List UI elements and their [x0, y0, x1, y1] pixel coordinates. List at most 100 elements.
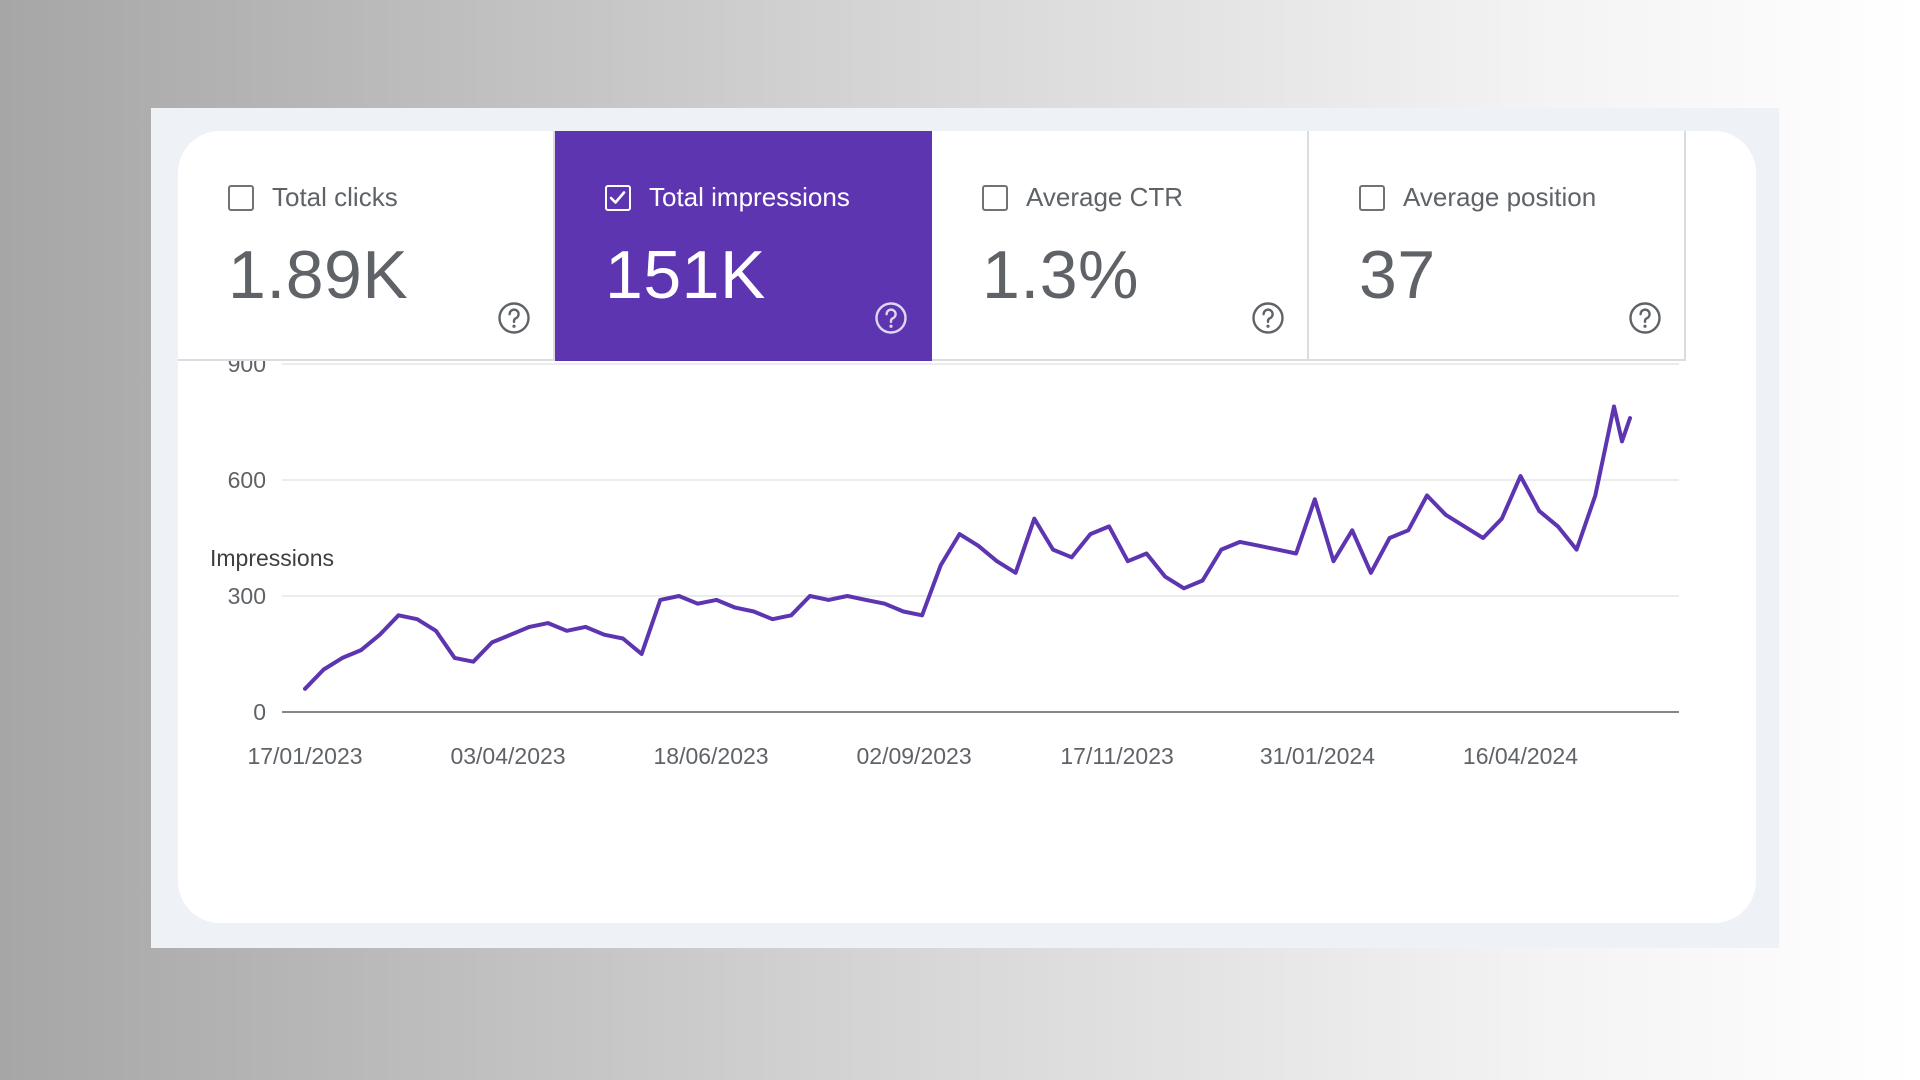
data-point — [340, 656, 345, 660]
data-point — [938, 563, 943, 567]
data-point — [1275, 547, 1280, 552]
x-tick-label: 17/01/2023 — [247, 743, 362, 769]
data-point — [396, 613, 401, 618]
metric-average-ctr[interactable]: Average CTR 1.3% — [932, 131, 1309, 361]
data-point — [1425, 493, 1429, 498]
checkbox-icon[interactable] — [1359, 185, 1385, 211]
data-point — [826, 598, 831, 602]
metric-label: Average CTR — [1026, 182, 1184, 212]
data-point — [1256, 543, 1261, 548]
data-point — [415, 617, 419, 621]
data-point — [1312, 497, 1317, 502]
data-point — [1612, 404, 1616, 409]
help-circle-icon[interactable] — [1251, 301, 1285, 335]
data-point — [808, 594, 812, 598]
line-chart-svg: 0 300 600 900 17/01/2023 03/04/2023 18/06/202… — [210, 361, 1679, 769]
data-point — [1088, 532, 1093, 536]
metric-total-clicks[interactable]: Total clicks 1.89K — [178, 131, 555, 361]
x-tick-label: 02/09/2023 — [857, 743, 972, 769]
data-point — [1406, 528, 1411, 533]
metric-label: Total clicks — [272, 182, 398, 212]
data-point — [1200, 578, 1205, 583]
data-point — [789, 613, 793, 618]
data-point — [751, 609, 756, 614]
data-point — [546, 621, 550, 625]
metric-total-impressions[interactable]: Total impressions 151K — [555, 131, 932, 361]
x-tick-label: 18/06/2023 — [653, 743, 768, 769]
metric-label: Total impressions — [649, 182, 850, 212]
data-points — [303, 404, 1632, 691]
data-point — [639, 652, 644, 656]
help-circle-icon[interactable] — [874, 301, 908, 335]
data-point — [602, 632, 606, 637]
data-point — [621, 636, 625, 641]
data-point — [1350, 528, 1354, 533]
data-point — [695, 601, 700, 606]
data-point — [1069, 555, 1074, 560]
y-tick-label: 300 — [228, 583, 266, 609]
data-point — [1537, 509, 1541, 513]
metric-value: 37 — [1359, 237, 1436, 313]
data-point — [1163, 574, 1167, 579]
data-point — [920, 613, 924, 618]
data-point — [1125, 559, 1130, 563]
data-point — [1481, 536, 1485, 540]
data-point — [882, 601, 887, 606]
data-point — [377, 632, 382, 637]
metric-label: Average position — [1403, 182, 1597, 212]
data-point — [733, 605, 737, 610]
help-circle-icon[interactable] — [1628, 301, 1662, 335]
data-point — [1628, 416, 1632, 420]
metric-value: 1.3% — [982, 237, 1139, 313]
data-point — [770, 617, 775, 621]
check-icon — [609, 191, 626, 204]
data-point — [508, 632, 513, 637]
data-point — [1499, 516, 1504, 521]
data-point — [564, 629, 569, 633]
series-line-impressions — [303, 404, 1632, 691]
gridlines — [282, 363, 1679, 597]
checkbox-icon[interactable] — [605, 185, 631, 211]
metric-average-position[interactable]: Average position 37 — [1309, 131, 1686, 361]
data-point — [1144, 551, 1149, 556]
x-tick-label: 03/04/2023 — [450, 743, 565, 769]
data-point — [452, 656, 457, 660]
data-point — [1556, 524, 1560, 529]
data-point — [321, 667, 326, 672]
x-tick-label: 17/11/2023 — [1060, 743, 1173, 769]
y-axis-title: Impressions — [210, 545, 334, 571]
data-point — [901, 609, 906, 614]
x-tick-label: 31/01/2024 — [1260, 743, 1375, 769]
checkbox-icon[interactable] — [228, 185, 254, 211]
data-point — [1238, 540, 1242, 544]
checkbox-icon[interactable] — [982, 185, 1008, 211]
data-point — [1387, 536, 1392, 540]
y-tick-label: 900 — [228, 361, 266, 377]
data-point — [864, 598, 868, 602]
performance-card: Total clicks 1.89K Total impressions 151… — [178, 131, 1756, 923]
data-point — [1051, 547, 1055, 552]
data-point — [957, 532, 962, 536]
data-point — [359, 648, 363, 652]
y-tick-labels: 0 300 600 900 — [228, 361, 266, 725]
data-point — [1219, 547, 1224, 552]
metric-value: 1.89K — [228, 237, 409, 313]
impressions-chart: 0 300 600 900 17/01/2023 03/04/2023 18/06/202… — [178, 361, 1756, 923]
screenshot-frame: Total clicks 1.89K Total impressions 151… — [151, 108, 1779, 948]
data-point — [1593, 493, 1598, 498]
data-point — [1013, 571, 1018, 575]
data-point — [1518, 474, 1523, 478]
data-point — [583, 625, 588, 629]
help-circle-icon[interactable] — [497, 301, 531, 335]
x-tick-labels: 17/01/2023 03/04/2023 18/06/2023 02/09/2023… — [247, 743, 1578, 769]
data-point — [434, 629, 438, 633]
data-point — [1574, 547, 1579, 552]
data-point — [1443, 513, 1448, 517]
data-point — [1294, 551, 1298, 556]
data-point — [1369, 571, 1373, 575]
data-point — [1107, 524, 1111, 529]
data-point — [1331, 559, 1336, 563]
x-tick-label: 16/04/2024 — [1463, 743, 1578, 769]
data-point — [1462, 524, 1467, 529]
metric-value: 151K — [605, 237, 766, 313]
